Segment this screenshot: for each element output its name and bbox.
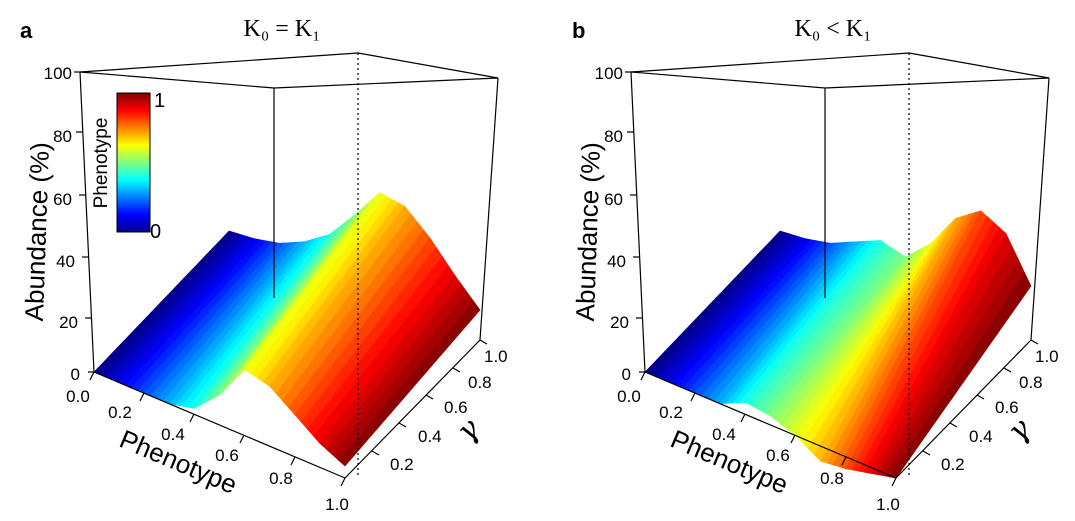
panel-a-colorbar: 1 0 Phenotype	[91, 90, 165, 243]
y-tick-label: 0.6	[995, 398, 1019, 417]
box-edge	[895, 339, 1032, 479]
x-tick	[239, 434, 245, 444]
x-tick-label: 1.0	[876, 495, 900, 514]
x-tick	[690, 392, 696, 402]
y-tick-label: 1.0	[1035, 347, 1059, 366]
x-tick	[740, 413, 746, 423]
x-tick-label: 0.4	[161, 425, 185, 444]
y-tick	[452, 367, 461, 373]
panel-a-surface	[93, 192, 481, 467]
x-tick	[891, 477, 897, 487]
x-tick-label: 0.8	[820, 469, 844, 488]
box-edge	[93, 371, 346, 479]
panel-b-surface	[644, 210, 1032, 479]
panel-b-box	[630, 52, 1050, 479]
panel-a-y-title: γ	[450, 412, 487, 449]
y-tick-label: 0.8	[1019, 373, 1043, 392]
x-tick-label: 0.0	[617, 387, 641, 406]
y-tick	[398, 422, 407, 428]
panel-a-y-axis: 0.2 0.4 0.6 0.8 1.0 γ	[371, 339, 508, 474]
z-tick-label: 60	[53, 190, 72, 209]
box-edge	[908, 52, 1050, 79]
z-tick-label: 100	[44, 64, 72, 83]
colorbar-gradient	[116, 92, 151, 233]
panel-b-y-title: γ	[1001, 412, 1038, 449]
x-tick-label: 0.6	[766, 446, 790, 465]
x-tick	[290, 456, 296, 466]
y-tick-label: 0.4	[418, 427, 442, 446]
z-tick-label: 20	[610, 313, 629, 332]
x-tick-label: 0.6	[215, 446, 239, 465]
box-edge	[1030, 77, 1050, 341]
x-tick-label: 0.4	[712, 425, 736, 444]
y-tick	[1030, 339, 1039, 345]
y-tick	[976, 394, 985, 400]
z-tick-label: 20	[59, 313, 78, 332]
x-tick	[189, 413, 195, 423]
panel-a-box	[79, 52, 499, 479]
y-tick	[371, 450, 380, 456]
y-tick-label: 0.2	[390, 455, 414, 474]
box-edge	[273, 77, 499, 89]
y-tick	[922, 450, 931, 456]
z-tick-label: 60	[604, 190, 623, 209]
z-tick-label: 100	[595, 64, 623, 83]
box-edge	[79, 52, 359, 73]
x-tick-label: 1.0	[325, 495, 349, 514]
panel-b-title: K₀ < K₁	[795, 16, 872, 42]
x-tick	[640, 371, 646, 381]
y-tick-label: 0.4	[969, 427, 993, 446]
x-tick	[340, 477, 346, 487]
box-edge	[630, 71, 646, 373]
y-tick	[425, 394, 434, 400]
panel-a-z-axis: 100 80 60 40 20 0 Abundance (%)	[19, 64, 94, 384]
x-tick	[139, 392, 145, 402]
box-edge	[644, 371, 897, 479]
panel-b-letter: b	[572, 18, 585, 43]
colorbar-max-label: 1	[154, 90, 165, 112]
panel-b: b K₀ < K₁ 100 80 60 40 20 0	[570, 16, 1059, 514]
box-edge	[630, 52, 910, 73]
y-tick-label: 1.0	[484, 347, 508, 366]
box-edge	[824, 77, 1050, 89]
z-tick-label: 40	[56, 252, 75, 271]
box-edge	[357, 52, 499, 79]
panel-a-title: K₀ = K₁	[244, 16, 321, 42]
x-tick	[89, 371, 95, 381]
panel-a: a K₀ = K₁ 100 80 60 40 20 0	[19, 16, 508, 514]
x-tick-label: 0.2	[659, 403, 683, 422]
y-tick	[1003, 367, 1012, 373]
panel-a-z-title: Abundance (%)	[19, 142, 55, 322]
y-tick	[479, 339, 488, 345]
panel-b-z-axis: 100 80 60 40 20 0 Abundance (%)	[570, 64, 645, 384]
x-tick	[841, 456, 847, 466]
x-tick	[790, 434, 796, 444]
colorbar-min-label: 0	[150, 221, 161, 243]
y-tick-label: 0.2	[941, 455, 965, 474]
z-tick-label: 80	[53, 127, 72, 146]
panel-a-letter: a	[20, 18, 33, 43]
y-tick-label: 0.8	[468, 373, 492, 392]
colorbar-title: Phenotype	[91, 118, 112, 209]
y-tick-label: 0.6	[444, 398, 468, 417]
x-tick-label: 0.2	[108, 403, 132, 422]
z-tick-label: 0	[71, 365, 80, 384]
surface-patch	[338, 446, 357, 467]
y-tick	[949, 422, 958, 428]
box-edge	[79, 71, 275, 89]
x-tick-label: 0.8	[269, 469, 293, 488]
z-tick-label: 0	[622, 365, 631, 384]
box-edge	[630, 71, 826, 89]
z-tick-label: 40	[607, 252, 626, 271]
box-edge	[344, 339, 481, 479]
x-tick-label: 0.0	[66, 387, 90, 406]
box-edge	[79, 71, 95, 373]
panel-b-z-title: Abundance (%)	[570, 142, 606, 322]
z-tick-label: 80	[604, 127, 623, 146]
box-edge	[479, 77, 499, 341]
